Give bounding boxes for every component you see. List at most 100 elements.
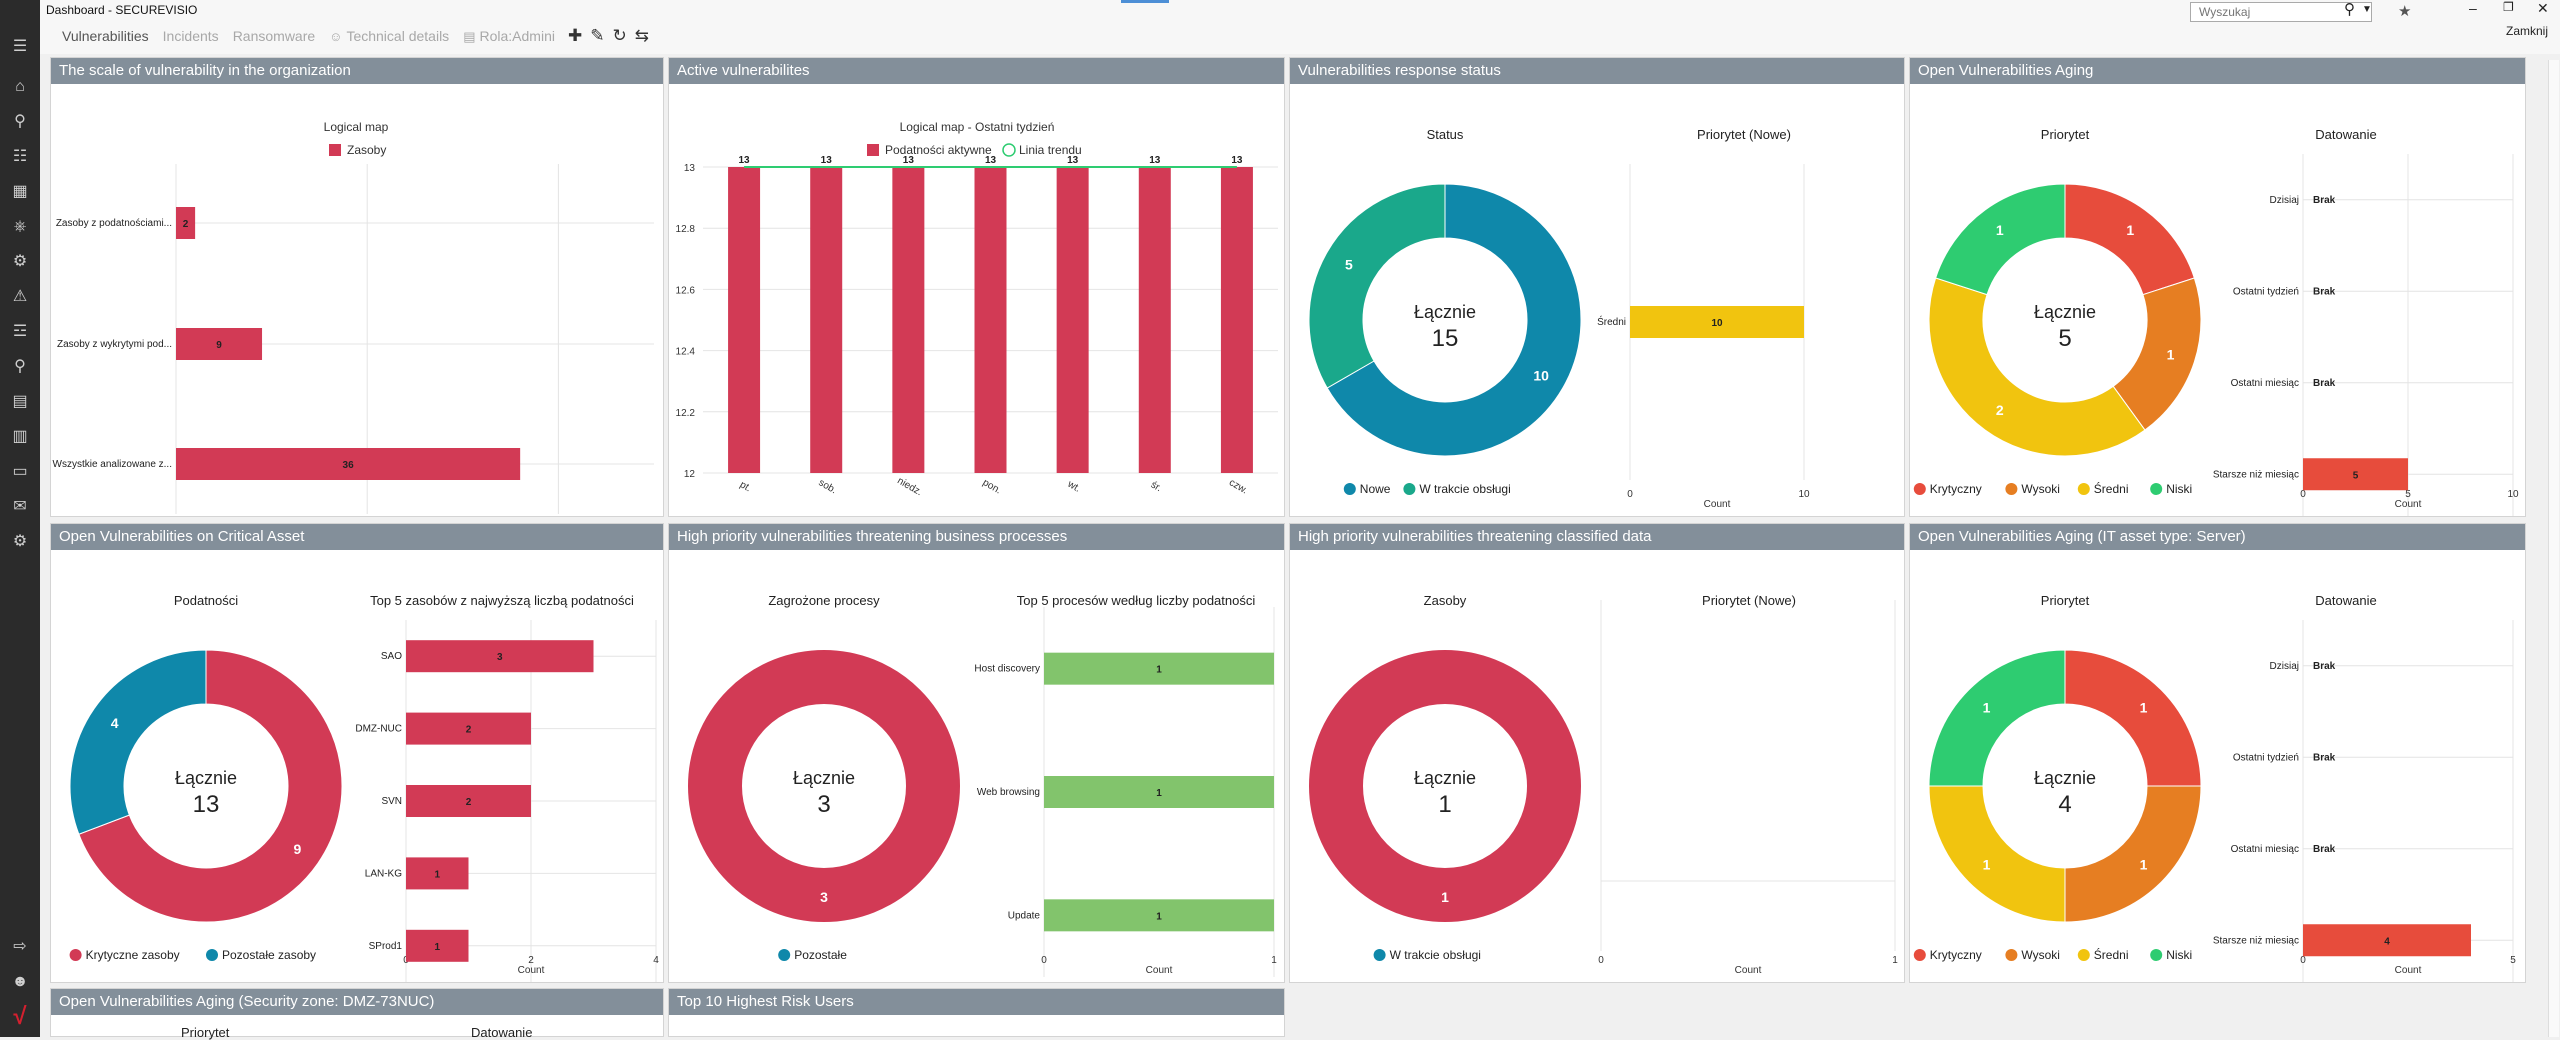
assets-icon[interactable]: ▦: [12, 183, 28, 200]
chart-area: Logical map - Ostatni tydzień Podatności …: [669, 84, 1284, 516]
bar-value-label: 3: [497, 652, 503, 663]
panel-classified-data: High priority vulnerabilities threatenin…: [1289, 523, 1905, 983]
panel-title[interactable]: The scale of vulnerability in the organi…: [51, 58, 663, 84]
chat-icon[interactable]: ✉: [13, 498, 27, 515]
x-tick-label: 10: [2507, 489, 2519, 500]
legend-label: W trakcie obsługi: [1419, 482, 1510, 496]
donut-slice: [1308, 183, 1446, 389]
category-label: Ostatni miesiąc: [2231, 378, 2299, 389]
donut-center-label: Łącznie: [2034, 768, 2096, 788]
search-icon[interactable]: ⚲: [2344, 1, 2355, 18]
category-label: Starsze niż miesiąc: [2213, 935, 2299, 946]
panel-title[interactable]: Open Vulnerabilities on Critical Asset: [51, 524, 663, 550]
x-tick-label: wt.: [1065, 478, 1082, 494]
monitor-icon[interactable]: ▭: [12, 463, 28, 480]
connections-icon[interactable]: ⚙: [12, 253, 28, 270]
refresh-icon[interactable]: ↻: [612, 26, 627, 45]
bar-value-label: 1: [434, 869, 440, 880]
panel-title[interactable]: Active vulnerabilites: [669, 58, 1284, 84]
bar: [1056, 167, 1089, 473]
user-icon[interactable]: ☻: [11, 973, 29, 990]
x-tick-label: pon.: [981, 477, 1003, 496]
logo-icon: √: [13, 1003, 27, 1030]
legend-label: Niski: [2166, 482, 2192, 496]
add-icon[interactable]: ✚: [568, 26, 583, 45]
menu-icon[interactable]: ☰: [12, 38, 28, 55]
tab-ransomware[interactable]: Ransomware: [233, 28, 315, 45]
donut-slice: [2064, 649, 2202, 787]
home-icon[interactable]: ⌂: [15, 78, 25, 95]
bar-value-label: 10: [1711, 318, 1723, 329]
bar: [2303, 458, 2408, 491]
chart-area: Priorytet Datowanie: [51, 1015, 663, 1040]
chart-subtitle: Top 5 zasobów z najwyższą liczbą podatno…: [370, 593, 634, 608]
donut-slice: [1928, 649, 2066, 787]
reports-icon[interactable]: ▥: [12, 428, 28, 445]
settings-icon[interactable]: ⚙: [12, 533, 28, 550]
x-tick-label: sob.: [817, 477, 839, 496]
star-icon[interactable]: ★: [2398, 3, 2412, 20]
swap-icon[interactable]: ⇆: [634, 26, 649, 45]
panel-title[interactable]: Top 10 Highest Risk Users: [669, 989, 1284, 1015]
risk-icon[interactable]: ☲: [12, 323, 28, 340]
calendar-icon[interactable]: ▤: [12, 393, 28, 410]
panel-title[interactable]: High priority vulnerabilities threatenin…: [1290, 524, 1904, 550]
magnifier-icon[interactable]: ⚲: [14, 358, 26, 375]
restore-button[interactable]: ❐: [2503, 0, 2514, 14]
bar-value-label: 9: [216, 340, 222, 351]
donut-center-total: 15: [1432, 325, 1459, 352]
tab-vulnerabilities[interactable]: Vulnerabilities: [62, 28, 149, 45]
panel-title[interactable]: Vulnerabilities response status: [1290, 58, 1904, 84]
panel-title[interactable]: High priority vulnerabilities threatenin…: [669, 524, 1284, 550]
panel-active-vulnerabilities: Active vulnerabilites Logical map - Osta…: [668, 57, 1285, 517]
x-tick-label: 0: [1041, 955, 1047, 966]
scrollbar[interactable]: [2548, 60, 2559, 1037]
category-label: Starsze niż miesiąc: [2213, 469, 2299, 480]
bar: [892, 167, 925, 473]
tab-bar: Vulnerabilities Incidents Ransomware ☺ Te…: [62, 28, 555, 45]
chart-subtitle: Zasoby: [1424, 593, 1467, 608]
legend-swatch: [1913, 483, 1926, 495]
x-axis-label: Count: [518, 965, 545, 976]
x-tick-label: czw.: [1227, 477, 1249, 496]
tab-label: Vulnerabilities: [62, 28, 149, 44]
minimize-button[interactable]: –: [2469, 0, 2477, 16]
donut-slice: [1326, 183, 1582, 457]
tab-incidents[interactable]: Incidents: [163, 28, 219, 45]
donut-center-label: Łącznie: [793, 768, 855, 788]
slice-label: 3: [820, 889, 828, 905]
hierarchy-icon[interactable]: ☷: [12, 148, 28, 165]
logout-icon[interactable]: ⇨: [13, 938, 27, 955]
donut-slice: [1928, 785, 2066, 923]
bar-chart: Logical map - Ostatni tydzień Podatności …: [676, 120, 1278, 498]
tab-role[interactable]: ▤ Rola:Admini: [463, 28, 555, 45]
bar-value-label: 36: [343, 460, 355, 471]
panel-title[interactable]: Open Vulnerabilities Aging: [1910, 58, 2525, 84]
legend-swatch: [2077, 483, 2090, 495]
legend-swatch: [867, 144, 879, 156]
x-tick-label: 1: [1271, 955, 1277, 966]
bar-value-label: 2: [466, 797, 472, 808]
network-icon[interactable]: ⎈: [13, 218, 27, 235]
chart-subtitle: Datowanie: [2315, 127, 2376, 142]
chevron-down-icon[interactable]: ▼: [2362, 4, 2372, 15]
x-tick-label: niedz.: [895, 475, 924, 498]
chart-title: Logical map: [324, 120, 389, 134]
search-input[interactable]: [2190, 2, 2372, 22]
bar: [1044, 652, 1274, 685]
panel-title[interactable]: Open Vulnerabilities Aging (Security zon…: [51, 989, 663, 1015]
bar: [176, 328, 263, 360]
search-icon[interactable]: ⚲: [14, 113, 26, 130]
close-button[interactable]: ✕: [2537, 0, 2549, 16]
slice-label: 2: [1996, 402, 2004, 418]
donut-slice: [1935, 183, 2066, 296]
edit-icon[interactable]: ✎: [590, 26, 605, 45]
legend-label: Zasoby: [347, 143, 386, 157]
panel-title[interactable]: Open Vulnerabilities Aging (IT asset typ…: [1910, 524, 2525, 550]
tab-technical-details[interactable]: ☺ Technical details: [329, 28, 449, 45]
slice-label: 10: [1533, 368, 1549, 384]
warning-icon[interactable]: ⚠: [12, 288, 28, 305]
donut-center-label: Łącznie: [2034, 302, 2096, 322]
x-axis-label: Count: [2395, 965, 2422, 976]
y-tick-label: 12.2: [676, 408, 696, 419]
